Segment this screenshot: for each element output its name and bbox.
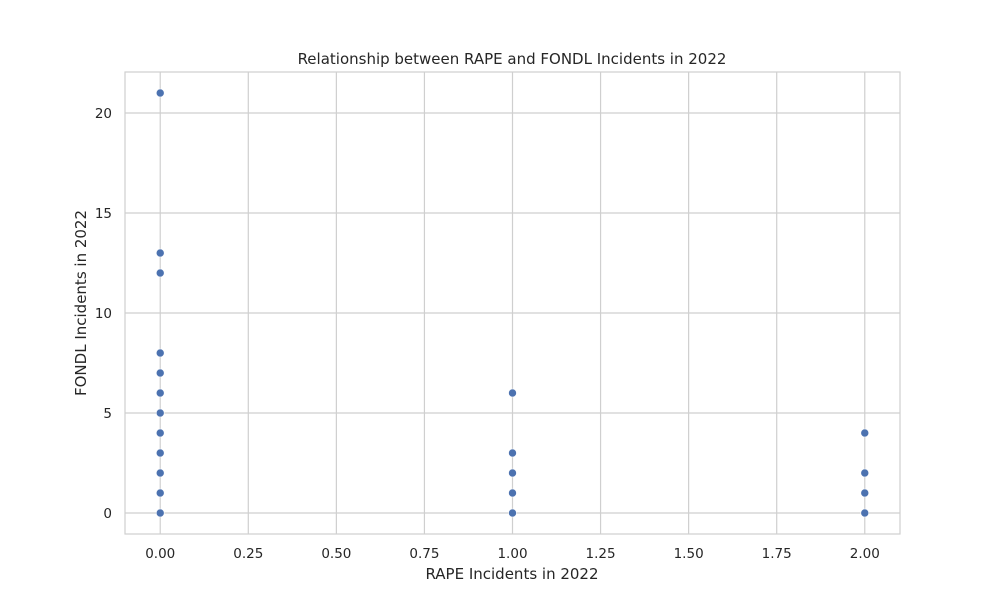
data-point xyxy=(155,388,165,398)
x-tick-label: 0.75 xyxy=(409,546,439,562)
data-point xyxy=(860,488,870,498)
data-point xyxy=(508,388,517,398)
x-tick-label: 1.50 xyxy=(674,546,704,562)
data-point xyxy=(860,508,870,518)
x-tick-label: 2.00 xyxy=(850,546,880,562)
data-point xyxy=(155,348,165,358)
x-tick-label: 0.25 xyxy=(233,546,263,562)
y-tick-label: 10 xyxy=(95,306,112,322)
data-point xyxy=(508,508,517,518)
x-tick-label: 0.50 xyxy=(321,546,351,562)
data-point xyxy=(155,468,165,478)
data-point xyxy=(155,268,165,278)
x-tick-labels: 0.00 0.25 0.50 0.75 1.00 1.25 1.50 1.75 2.00 xyxy=(145,546,880,562)
data-point xyxy=(860,468,870,478)
data-point xyxy=(508,448,517,458)
y-tick-label: 20 xyxy=(95,106,112,122)
chart-title: Relationship between RAPE and FONDL Inci… xyxy=(298,50,727,68)
data-point xyxy=(155,448,165,458)
x-tick-label: 1.75 xyxy=(762,546,792,562)
y-axis-label: FONDL Incidents in 2022 xyxy=(72,210,90,396)
y-tick-label: 5 xyxy=(103,406,112,422)
data-point xyxy=(155,408,165,418)
data-point xyxy=(155,88,165,98)
data-point xyxy=(155,428,165,438)
data-point xyxy=(508,468,517,478)
x-tick-label: 0.00 xyxy=(145,546,175,562)
y-tick-labels: 0 5 10 15 20 xyxy=(95,106,112,522)
y-tick-label: 0 xyxy=(103,506,112,522)
data-point xyxy=(860,428,870,438)
data-point xyxy=(155,488,165,498)
data-points xyxy=(155,88,870,518)
x-tick-label: 1.25 xyxy=(586,546,616,562)
data-point xyxy=(155,368,165,378)
x-axis-label: RAPE Incidents in 2022 xyxy=(425,565,598,583)
x-tick-label: 1.00 xyxy=(497,546,527,562)
y-tick-label: 15 xyxy=(95,206,112,222)
data-point xyxy=(155,508,165,518)
data-point xyxy=(508,488,517,498)
data-point xyxy=(155,248,165,258)
